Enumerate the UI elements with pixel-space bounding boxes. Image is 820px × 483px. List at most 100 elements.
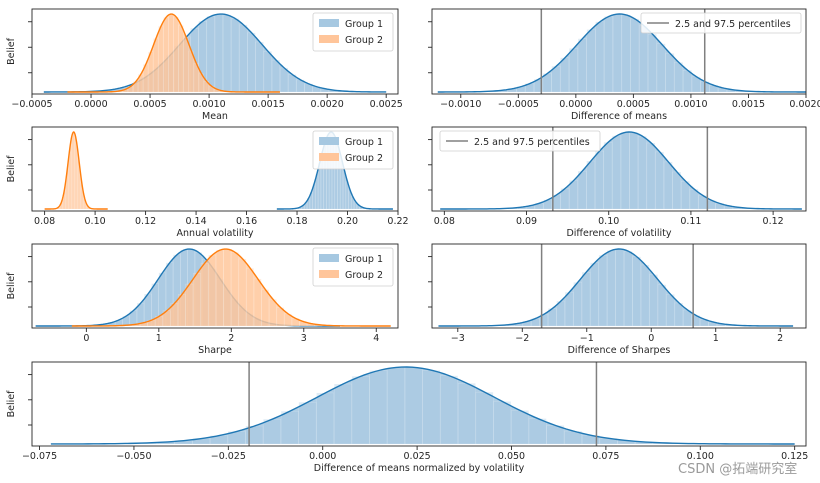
x-tick-label: 0.09: [516, 216, 537, 227]
hist-bar: [630, 18, 640, 93]
y-axis-label: Belief: [6, 272, 17, 299]
hist-bar: [71, 133, 73, 210]
x-axis-label: Mean: [202, 111, 228, 122]
hist-bar: [656, 43, 666, 93]
x-tick-label: 0: [83, 333, 89, 344]
hist-bar: [222, 14, 232, 93]
hist-bar: [440, 375, 458, 445]
y-axis-label: Belief: [6, 390, 17, 417]
series-line: [50, 366, 795, 445]
series-area: [71, 249, 391, 326]
hist-bar: [457, 383, 476, 445]
x-tick-label: 0.08: [34, 216, 55, 227]
x-tick-label: 3: [301, 333, 307, 344]
hist-bar: [261, 289, 270, 327]
hist-bar: [271, 59, 281, 93]
x-axis-label: Difference of volatility: [566, 228, 671, 239]
axes-frame: [31, 126, 399, 212]
x-tick-label: 0.16: [236, 216, 257, 227]
legend-swatch: [319, 35, 339, 43]
hist-bar: [246, 268, 254, 327]
hist-bar: [639, 25, 648, 93]
series-area: [50, 367, 795, 444]
hist-bar: [666, 294, 675, 327]
hist-bar: [342, 170, 346, 210]
x-tick-label: 1: [156, 333, 162, 344]
hist-bar: [615, 248, 625, 327]
x-tick-label: 0.12: [763, 216, 784, 227]
legend-entry: Group 2: [345, 270, 383, 281]
hist-bar: [163, 17, 169, 93]
hist-bar: [214, 13, 223, 93]
x-tick-label: 0.000: [309, 451, 336, 462]
hist-bar: [223, 248, 232, 327]
x-tick-label: 0.0010: [192, 99, 225, 110]
x-axis-label: Difference of Sharpes: [568, 345, 671, 356]
x-axis-label: Sharpe: [198, 345, 232, 356]
x-tick-label: 4: [373, 333, 379, 344]
series-line: [438, 248, 794, 327]
legend-entry: Group 1: [345, 137, 383, 148]
legend-swatch: [319, 270, 339, 278]
axes-frame: [431, 8, 807, 95]
y-axis-label: Belief: [6, 155, 17, 182]
series-5-2: [71, 248, 391, 327]
hist-bar: [231, 18, 240, 93]
hist-bar: [681, 181, 690, 210]
series-line: [44, 131, 108, 210]
hist-bar: [280, 67, 289, 93]
hist-bar: [546, 425, 565, 445]
legend-entry: Group 1: [345, 254, 383, 265]
legend-entry: 2.5 and 97.5 percentiles: [675, 19, 791, 30]
hist-bar: [334, 383, 352, 445]
hist-bar: [215, 249, 224, 327]
subplot-7: −0.075 −0.050 −0.025 0.000 0.025 0.050 0.075 0.…: [6, 361, 808, 474]
x-tick-label: 0.100: [687, 451, 714, 462]
x-tick-label: −3: [451, 333, 465, 344]
hist-bar: [72, 131, 75, 210]
x-tick-label: 0.0020: [789, 99, 820, 110]
hist-bar: [569, 48, 578, 93]
hist-bar: [674, 302, 684, 327]
axes-frame: [431, 243, 807, 329]
hist-bar: [77, 155, 79, 210]
hist-bar: [595, 150, 604, 210]
hist-bar: [280, 410, 299, 445]
hist-bar: [573, 282, 582, 327]
x-tick-label: −0.0005: [498, 99, 539, 110]
legend-box: [640, 12, 802, 34]
subplot-4: 0.08 0.09 0.10 0.11 0.12 Difference of volati…: [428, 126, 807, 239]
x-tick-label: 0.22: [387, 216, 408, 227]
hist-bar: [208, 254, 216, 327]
hist-bar: [387, 367, 405, 445]
x-tick-label: 0.12: [135, 216, 156, 227]
series-area: [440, 132, 802, 209]
series-line: [440, 131, 802, 210]
x-tick-label: 0.0020: [311, 99, 344, 110]
subplot-3: 0.08 0.10 0.12 0.14 0.16 0.18 0.20 0.22 Annual v…: [6, 126, 409, 239]
hist-bar: [255, 41, 264, 93]
hist-bar: [655, 151, 664, 210]
hist-bar: [158, 25, 164, 93]
hist-bar: [638, 136, 647, 210]
x-tick-label: 2: [228, 333, 234, 344]
series-line: [67, 13, 280, 93]
x-tick-label: 2: [777, 333, 783, 344]
hist-bar: [75, 144, 78, 210]
hist-bar: [647, 34, 657, 93]
x-tick-label: 0.10: [85, 216, 106, 227]
hist-bar: [528, 418, 547, 445]
series-3-1: [276, 131, 393, 210]
legend-swatch: [319, 19, 339, 27]
legend-entry: Group 1: [345, 19, 383, 30]
legend: Group 1 Group 2: [312, 247, 394, 287]
hist-bar: [560, 57, 570, 93]
hist-bar: [253, 278, 262, 327]
hist-bar: [620, 132, 630, 210]
x-tick-label: 1: [713, 333, 719, 344]
hist-bar: [624, 251, 633, 327]
hist-bar: [569, 180, 578, 210]
series-7-1: [50, 366, 795, 445]
subplot-1: −0.0005 0.0000 0.0005 0.0010 0.0015 0.0020 0.0…: [6, 8, 403, 122]
